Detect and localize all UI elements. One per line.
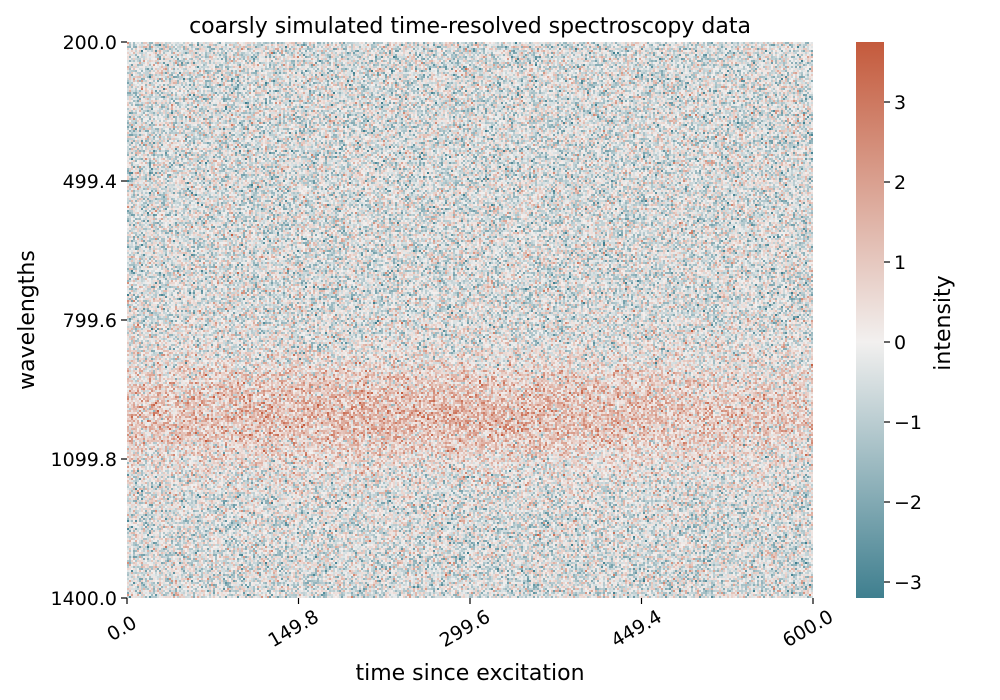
colorbar-label: intensity — [931, 275, 956, 370]
colorbar-ticks: 3 2 1 0 −1 −2 −3 — [884, 92, 922, 594]
colorbar-tick-label: 3 — [894, 92, 906, 114]
colorbar-tick-label: 2 — [894, 172, 906, 194]
colorbar-tick-label: −1 — [894, 412, 922, 434]
colorbar-tick-label: −2 — [894, 492, 922, 514]
x-tick-label: 449.4 — [607, 606, 665, 652]
y-tick-label: 1400.0 — [51, 588, 117, 610]
colorbar-gradient — [856, 42, 884, 598]
y-tick-label: 1099.8 — [51, 449, 117, 471]
x-axis-label: time since excitation — [355, 661, 584, 686]
colorbar — [856, 42, 884, 598]
colorbar-tick-label: −3 — [894, 572, 922, 594]
colorbar-tick-label: 0 — [894, 332, 906, 354]
colorbar-tick-label: 1 — [894, 252, 906, 274]
y-axis-label: wavelengths — [15, 250, 40, 390]
y-tick-label: 499.4 — [63, 171, 117, 193]
x-tick-label: 0.0 — [103, 612, 140, 646]
x-tick-label: 600.0 — [779, 606, 837, 652]
x-tick-label: 299.6 — [436, 606, 494, 652]
y-axis: 200.0 499.4 799.6 1099.8 1400.0 — [51, 32, 127, 610]
heatmap-area — [127, 42, 813, 598]
x-axis: 0.0 149.8 299.6 449.4 600.0 — [103, 598, 837, 652]
y-tick-label: 799.6 — [63, 310, 117, 332]
x-tick-label: 149.8 — [264, 606, 322, 652]
y-tick-label: 200.0 — [63, 32, 117, 54]
chart-title: coarsly simulated time-resolved spectros… — [189, 14, 751, 39]
heatmap-foreign — [127, 42, 813, 598]
heatmap-canvas — [127, 42, 813, 598]
